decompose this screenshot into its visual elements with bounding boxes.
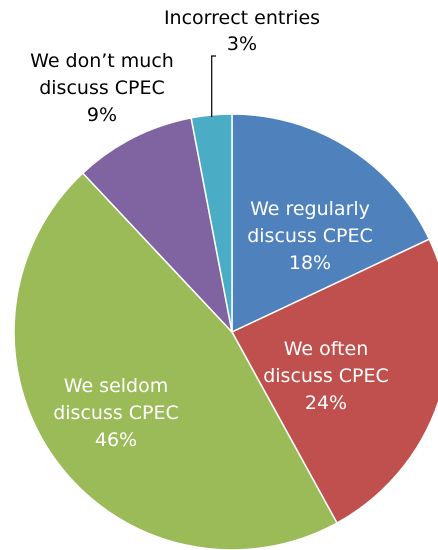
data-label-dont-much: We don’t much discuss CPEC 9% — [30, 50, 174, 126]
pie-labels: We regularly discuss CPEC 18% We often discu… — [30, 7, 389, 451]
pie-slice-regularly — [231, 113, 431, 334]
leader-line-incorrect-entries — [211, 55, 216, 117]
data-label-often: We often discuss CPEC 24% — [263, 338, 389, 414]
pie-slice-dont-much — [81, 116, 234, 335]
pie-slice-often — [230, 238, 438, 525]
pie-slices — [13, 113, 438, 550]
pie-slice-seldom — [13, 172, 339, 550]
data-label-regularly: We regularly discuss CPEC 18% — [247, 198, 373, 274]
data-label-incorrect-entries: Incorrect entries 3% — [164, 7, 320, 55]
data-label-seldom: We seldom discuss CPEC 46% — [53, 375, 179, 451]
